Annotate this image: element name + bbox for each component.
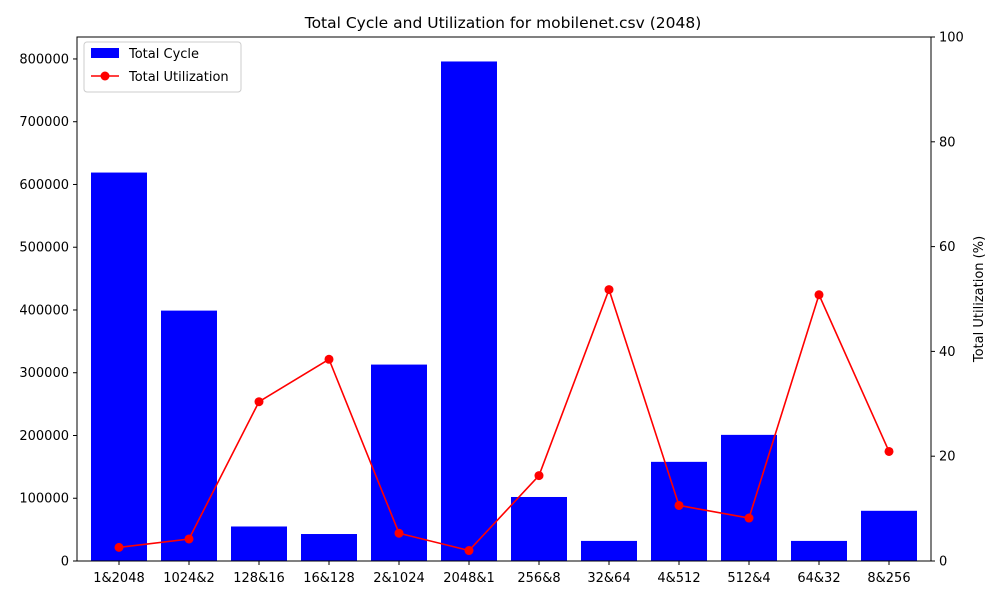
x-tick-label: 32&64 [587, 571, 630, 586]
utilization-line [118, 287, 890, 552]
legend-swatch-total-cycle [91, 48, 119, 58]
x-tick-label: 8&256 [867, 571, 910, 586]
x-tick-label: 256&8 [517, 571, 560, 586]
y-left-tick-label: 100000 [19, 492, 69, 507]
utilization-point-64&32 [814, 290, 824, 300]
y-left-tick-label: 800000 [19, 52, 69, 67]
y-left-tick-label: 200000 [19, 429, 69, 444]
bar-16&128 [301, 534, 357, 561]
x-tick-label: 512&4 [727, 571, 770, 586]
utilization-point-8&256 [884, 446, 894, 456]
utilization-point-2048&1 [464, 546, 474, 556]
utilization-point-32&64 [604, 285, 614, 295]
y-right-tick-label: 80 [939, 135, 956, 150]
bar-4&512 [651, 461, 707, 561]
line-layer [114, 285, 894, 556]
y-left-tick-label: 600000 [19, 178, 69, 193]
utilization-point-256&8 [534, 471, 544, 481]
y-right-tick-label: 40 [939, 345, 956, 360]
bar-2&1024 [371, 364, 427, 561]
bar-32&64 [581, 540, 637, 561]
y-right-tick-label: 60 [939, 240, 956, 255]
y-right-tick-label: 100 [939, 31, 964, 46]
legend: Total Cycle Total Utilization [83, 41, 242, 93]
x-tick-label: 2048&1 [443, 571, 495, 586]
y-left-tick-label: 500000 [19, 241, 69, 256]
x-tick-label: 16&128 [303, 571, 355, 586]
y-left-tick-label: 700000 [19, 115, 69, 130]
legend-swatch-marker [100, 71, 110, 81]
x-tick-label: 4&512 [657, 571, 700, 586]
y-axis-left: 0 100000 200000 300000 400000 500000 600000 700… [19, 52, 77, 570]
chart-title: Total Cycle and Utilization for mobilene… [304, 14, 702, 32]
x-tick-label: 1024&2 [163, 571, 215, 586]
x-tick-label: 128&16 [233, 571, 285, 586]
utilization-point-16&128 [324, 354, 334, 364]
y-axis-right: 0 20 40 60 80 100 [931, 31, 964, 570]
legend-label-total-utilization: Total Utilization [128, 70, 229, 85]
x-axis: 1&2048 1024&2 128&16 16&128 2&1024 2048&1 256&… [93, 561, 911, 586]
plot-frame [76, 36, 932, 562]
utilization-point-1024&2 [184, 534, 194, 544]
bar-8&256 [861, 510, 917, 561]
y-axis-right-label: Total Utilization (%) [972, 236, 987, 363]
y-right-tick-label: 0 [939, 555, 947, 570]
x-tick-label: 1&2048 [93, 571, 145, 586]
legend-label-total-cycle: Total Cycle [128, 47, 199, 62]
x-tick-label: 2&1024 [373, 571, 425, 586]
legend-box [83, 41, 242, 93]
utilization-point-2&1024 [394, 528, 404, 538]
bar-256&8 [511, 496, 567, 561]
bar-1024&2 [161, 310, 217, 561]
bars-layer [91, 61, 917, 562]
y-right-tick-label: 20 [939, 450, 956, 465]
bar-64&32 [791, 540, 847, 561]
y-left-tick-label: 400000 [19, 303, 69, 318]
utilization-point-4&512 [674, 500, 684, 510]
utilization-point-512&4 [744, 513, 754, 523]
y-left-tick-label: 300000 [19, 366, 69, 381]
bar-128&16 [231, 526, 287, 561]
bar-1&2048 [91, 172, 147, 562]
bar-2048&1 [441, 61, 497, 562]
utilization-point-128&16 [254, 397, 264, 407]
y-left-tick-label: 0 [61, 555, 69, 570]
x-tick-label: 64&32 [797, 571, 840, 586]
utilization-point-1&2048 [114, 542, 124, 552]
